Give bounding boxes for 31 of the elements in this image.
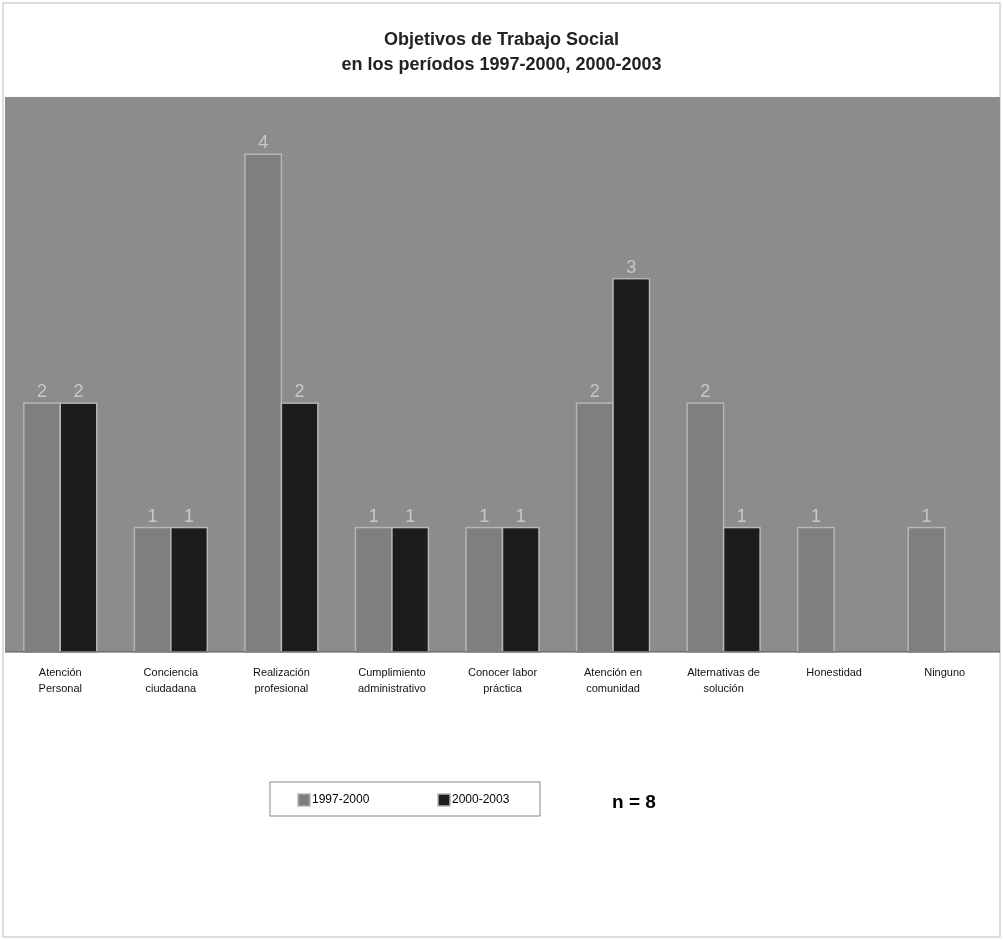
legend-label: 2000-2003 <box>452 792 510 806</box>
data-label: 4 <box>258 132 269 153</box>
legend-label: 1997-2000 <box>312 792 370 806</box>
x-tick-label: Realización profesional <box>252 666 310 694</box>
data-label: 1 <box>479 505 490 526</box>
data-label: 2 <box>73 381 84 402</box>
data-label: 2 <box>37 381 48 402</box>
x-tick-label: Atención Personal <box>38 666 82 694</box>
data-label: 1 <box>736 505 747 526</box>
x-tick-label: Conciencia ciudadana <box>143 666 199 694</box>
data-label: 2 <box>700 381 711 402</box>
data-label: 2 <box>294 381 305 402</box>
chart-title: Objetivos de Trabajo Social en los períodos 1997-2000, 2000-2003 <box>341 29 662 74</box>
x-tick-label: Honestidad <box>806 666 862 678</box>
data-label: 3 <box>626 256 637 277</box>
bar <box>907 526 946 653</box>
data-label: 1 <box>184 505 195 526</box>
text: n = 8 <box>612 791 656 812</box>
data-label: 1 <box>810 505 821 526</box>
data-label: 2 <box>589 381 600 402</box>
x-tick-label: Conocer labor práctica <box>467 666 538 694</box>
data-label: 1 <box>368 505 379 526</box>
data-label: 1 <box>405 505 416 526</box>
data-label: 1 <box>921 505 932 526</box>
x-tick-label: Cumplimiento administrativo <box>358 666 426 694</box>
bar <box>796 526 835 653</box>
x-tick-label: Atención en comunidad <box>584 666 643 694</box>
data-label: 1 <box>515 505 526 526</box>
x-tick-label: Alternativas de solución <box>687 666 760 694</box>
x-tick-label: Ninguno <box>924 666 966 678</box>
data-label: 1 <box>147 505 158 526</box>
